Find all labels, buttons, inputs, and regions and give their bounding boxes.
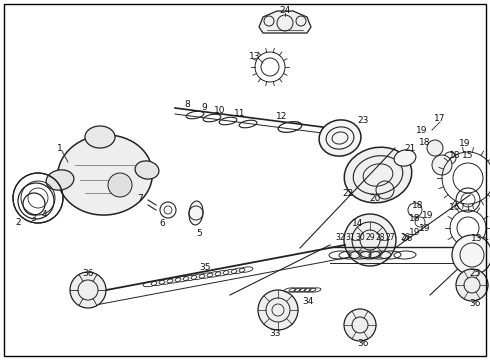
Text: 15: 15 [462, 150, 474, 159]
Text: 26: 26 [400, 233, 410, 242]
Text: 23: 23 [357, 116, 368, 125]
Text: 19: 19 [419, 224, 431, 233]
Text: 30: 30 [355, 233, 365, 242]
Text: 13: 13 [471, 234, 483, 243]
Text: 18: 18 [419, 138, 431, 147]
Ellipse shape [189, 201, 203, 225]
Text: 12: 12 [276, 112, 288, 121]
Text: 19: 19 [459, 139, 471, 148]
Text: 2: 2 [15, 217, 21, 226]
Circle shape [427, 140, 443, 156]
Text: 11: 11 [234, 108, 246, 117]
Text: 8: 8 [184, 99, 190, 108]
Text: 21: 21 [404, 144, 416, 153]
Circle shape [344, 309, 376, 341]
Text: 4: 4 [41, 210, 47, 219]
Ellipse shape [85, 126, 115, 148]
Text: 18: 18 [412, 201, 424, 210]
Text: 14: 14 [352, 219, 364, 228]
Ellipse shape [394, 150, 416, 166]
Polygon shape [259, 11, 311, 33]
Ellipse shape [319, 120, 361, 156]
Text: 16: 16 [449, 202, 461, 212]
Text: 19: 19 [409, 228, 421, 237]
Text: 36: 36 [82, 269, 94, 278]
Text: 17: 17 [434, 113, 446, 122]
Text: 33: 33 [269, 329, 281, 338]
Text: 5: 5 [196, 229, 202, 238]
Text: 36: 36 [357, 339, 369, 348]
Circle shape [70, 272, 106, 308]
Text: 24: 24 [279, 5, 291, 14]
Text: 18: 18 [449, 150, 461, 159]
Text: 20: 20 [369, 194, 381, 202]
Text: 19: 19 [416, 126, 428, 135]
Text: 10: 10 [214, 105, 226, 114]
Text: 6: 6 [159, 219, 165, 228]
Text: 34: 34 [302, 297, 314, 306]
Circle shape [108, 173, 132, 197]
Ellipse shape [135, 161, 159, 179]
Text: 7: 7 [137, 194, 143, 202]
Text: 19: 19 [422, 211, 434, 220]
Circle shape [344, 214, 396, 266]
Circle shape [452, 235, 490, 275]
Ellipse shape [46, 170, 74, 190]
Text: 26: 26 [401, 234, 413, 243]
Circle shape [456, 269, 488, 301]
Text: 22: 22 [343, 189, 354, 198]
Text: 25: 25 [469, 269, 481, 278]
Text: 32: 32 [335, 233, 345, 242]
Circle shape [258, 290, 298, 330]
Text: 13: 13 [249, 51, 261, 60]
Ellipse shape [344, 147, 412, 203]
Text: 9: 9 [201, 103, 207, 112]
Text: 18: 18 [409, 213, 421, 222]
Text: 29: 29 [365, 233, 375, 242]
Text: 35: 35 [199, 262, 211, 271]
Text: 31: 31 [345, 233, 355, 242]
Text: 1: 1 [57, 144, 63, 153]
Ellipse shape [57, 135, 152, 215]
Text: 27: 27 [385, 233, 395, 242]
Text: 3: 3 [30, 213, 36, 222]
Circle shape [432, 155, 452, 175]
Text: 36: 36 [469, 300, 481, 309]
Text: 28: 28 [375, 233, 385, 242]
